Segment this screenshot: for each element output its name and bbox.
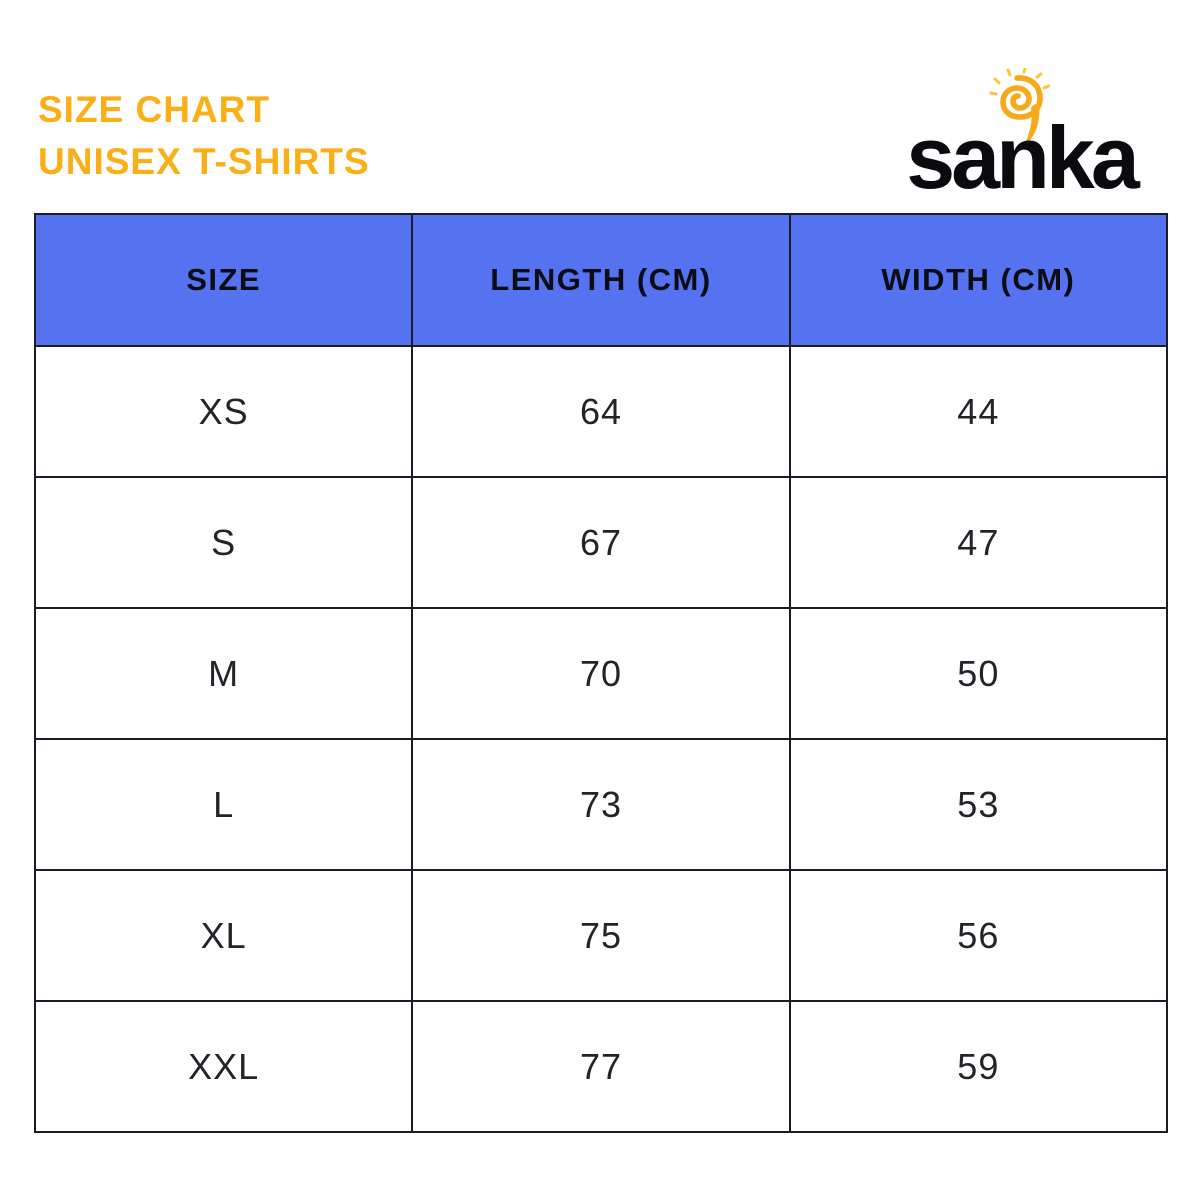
table-row: M 70 50 [33,607,1169,740]
table-cell: 75 [411,869,791,1002]
table-row: S 67 47 [33,476,1169,609]
brand-logo: sanka [886,66,1156,202]
table-cell: 67 [411,476,791,609]
table-cell: XL [33,869,414,1002]
page-title-line2: UNISEX T-SHIRTS [38,141,370,182]
page-title-line1: SIZE CHART [38,89,270,130]
column-header: SIZE [33,213,414,347]
table-row: XXL 77 59 [33,1000,1169,1133]
table-cell: 53 [788,738,1169,871]
table-cell: 59 [788,1000,1169,1133]
table-cell: 73 [411,738,791,871]
table-cell: L [33,738,414,871]
table-row: XL 75 56 [33,869,1169,1002]
table-cell: 64 [411,345,791,478]
table-cell: 77 [411,1000,791,1133]
table-header-row: SIZE LENGTH (CM) WIDTH (CM) [33,213,1169,347]
sun-spiral-icon [988,66,1051,154]
table-cell: M [33,607,414,740]
column-header: WIDTH (CM) [788,213,1169,347]
table-cell: 44 [788,345,1169,478]
size-chart-table: SIZE LENGTH (CM) WIDTH (CM) XS 64 44 S 67 47 M 70… [33,213,1169,1133]
table-row: L 73 53 [33,738,1169,871]
table-cell: 70 [411,607,791,740]
table-cell: XXL [33,1000,414,1133]
table-cell: 47 [788,476,1169,609]
brand-wordmark: sanka [906,108,1140,207]
column-header: LENGTH (CM) [411,213,791,347]
table-cell: XS [33,345,414,478]
table-cell: 56 [788,869,1169,1002]
page-title: SIZE CHART UNISEX T-SHIRTS [38,84,370,188]
table-row: XS 64 44 [33,345,1169,478]
table-cell: S [33,476,414,609]
table-cell: 50 [788,607,1169,740]
